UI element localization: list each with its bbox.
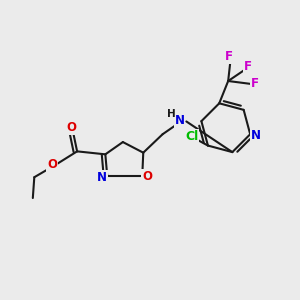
Text: F: F	[244, 60, 252, 73]
Text: N: N	[250, 129, 260, 142]
Text: Cl: Cl	[185, 130, 198, 143]
Text: O: O	[142, 170, 152, 183]
Text: F: F	[251, 77, 259, 91]
Text: F: F	[225, 50, 233, 63]
Text: O: O	[67, 121, 77, 134]
Text: O: O	[47, 158, 57, 171]
Text: N: N	[175, 114, 184, 127]
Text: N: N	[97, 171, 107, 184]
Text: H: H	[167, 109, 176, 119]
